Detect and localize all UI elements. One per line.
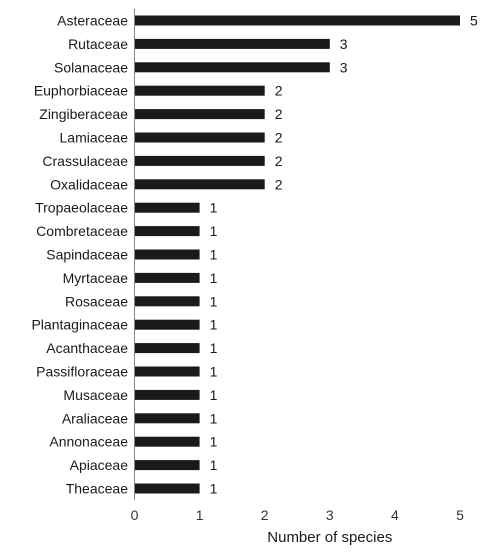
category-label-rosaceae: Rosaceae xyxy=(65,293,128,309)
value-label-araliaceae: 1 xyxy=(210,410,218,426)
category-label-plantaginaceae: Plantaginaceae xyxy=(31,317,128,333)
category-label-rutaceae: Rutaceae xyxy=(68,36,128,52)
value-label-rutaceae: 3 xyxy=(340,36,348,52)
category-label-tropaeolaceae: Tropaeolaceae xyxy=(35,200,128,216)
category-label-zingiberaceae: Zingiberaceae xyxy=(39,106,128,122)
value-label-oxalidaceae: 2 xyxy=(275,176,283,192)
bar-rosaceae xyxy=(134,296,200,307)
category-label-myrtaceae: Myrtaceae xyxy=(63,270,129,286)
bar-myrtaceae xyxy=(134,272,200,283)
bar-oxalidaceae xyxy=(134,179,265,190)
category-label-apiaceae: Apiaceae xyxy=(70,457,129,473)
bar-tropaeolaceae xyxy=(134,202,200,213)
bar-plantaginaceae xyxy=(134,319,200,330)
value-label-lamiaceae: 2 xyxy=(275,130,283,146)
category-label-musaceae: Musaceae xyxy=(63,387,128,403)
x-tick-label-1: 1 xyxy=(196,507,204,523)
bar-asteraceae xyxy=(134,15,460,26)
value-label-myrtaceae: 1 xyxy=(210,270,218,286)
value-label-asteraceae: 5 xyxy=(470,13,478,29)
bar-annonaceae xyxy=(134,436,200,447)
bar-crassulaceae xyxy=(134,155,265,166)
x-axis-title: Number of species xyxy=(267,529,392,546)
value-label-combretaceae: 1 xyxy=(210,223,218,239)
category-label-lamiaceae: Lamiaceae xyxy=(60,130,129,146)
value-label-tropaeolaceae: 1 xyxy=(210,200,218,216)
value-label-theaceae: 1 xyxy=(210,481,218,497)
bar-euphorbiaceae xyxy=(134,85,265,96)
category-label-acanthaceae: Acanthaceae xyxy=(46,340,128,356)
category-label-sapindaceae: Sapindaceae xyxy=(46,247,128,263)
category-label-solanaceae: Solanaceae xyxy=(54,59,128,75)
category-label-annonaceae: Annonaceae xyxy=(49,434,128,450)
bar-lamiaceae xyxy=(134,132,265,143)
category-label-passifloraceae: Passifloraceae xyxy=(36,364,128,380)
category-label-oxalidaceae: Oxalidaceae xyxy=(50,176,128,192)
value-label-acanthaceae: 1 xyxy=(210,340,218,356)
value-label-rosaceae: 1 xyxy=(210,293,218,309)
x-tick-label-4: 4 xyxy=(391,507,399,523)
x-tick-label-0: 0 xyxy=(131,507,139,523)
value-label-sapindaceae: 1 xyxy=(210,247,218,263)
value-label-passifloraceae: 1 xyxy=(210,364,218,380)
value-label-annonaceae: 1 xyxy=(210,434,218,450)
bar-sapindaceae xyxy=(134,249,200,260)
x-tick-label-5: 5 xyxy=(456,507,464,523)
category-label-euphorbiaceae: Euphorbiaceae xyxy=(34,83,128,99)
value-label-solanaceae: 3 xyxy=(340,59,348,75)
value-label-apiaceae: 1 xyxy=(210,457,218,473)
x-tick-label-3: 3 xyxy=(326,507,334,523)
value-label-plantaginaceae: 1 xyxy=(210,317,218,333)
category-label-crassulaceae: Crassulaceae xyxy=(42,153,128,169)
bar-solanaceae xyxy=(134,62,330,73)
value-label-musaceae: 1 xyxy=(210,387,218,403)
category-label-asteraceae: Asteraceae xyxy=(57,13,128,29)
category-label-theaceae: Theaceae xyxy=(66,481,128,497)
bar-rutaceae xyxy=(134,38,330,49)
bar-acanthaceae xyxy=(134,343,200,354)
bar-apiaceae xyxy=(134,460,200,471)
bar-passifloraceae xyxy=(134,366,200,377)
bar-zingiberaceae xyxy=(134,109,265,120)
value-label-euphorbiaceae: 2 xyxy=(275,83,283,99)
bar-musaceae xyxy=(134,389,200,400)
bar-theaceae xyxy=(134,483,200,494)
value-label-zingiberaceae: 2 xyxy=(275,106,283,122)
value-label-crassulaceae: 2 xyxy=(275,153,283,169)
bar-araliaceae xyxy=(134,413,200,424)
bar-combretaceae xyxy=(134,226,200,237)
category-label-combretaceae: Combretaceae xyxy=(36,223,128,239)
x-tick-label-2: 2 xyxy=(261,507,269,523)
category-label-araliaceae: Araliaceae xyxy=(62,410,128,426)
